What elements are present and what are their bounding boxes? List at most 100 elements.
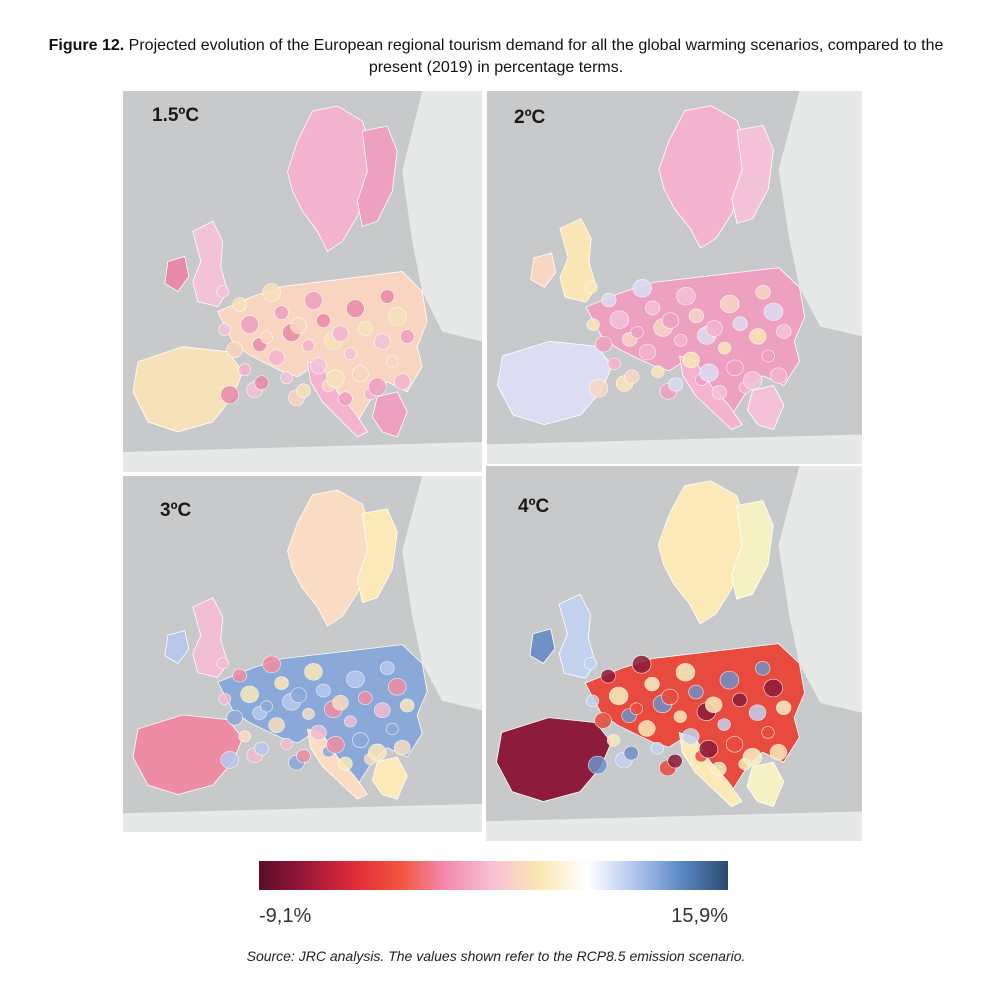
non-eu-land [486, 466, 862, 841]
color-scale-bar [259, 861, 728, 890]
region-cell [651, 365, 665, 378]
region-cell [260, 700, 273, 713]
region-cell [346, 299, 365, 318]
region-cell [218, 693, 231, 705]
region-cell [632, 279, 652, 298]
map-panel-3c: 3ºC [123, 476, 482, 832]
region-cell [316, 313, 331, 328]
region-area [746, 761, 785, 807]
region-cell [674, 334, 688, 347]
region-cell [650, 742, 664, 755]
region-cell [238, 363, 251, 377]
region-cell [368, 743, 387, 762]
region-cell [776, 324, 792, 339]
region-area [287, 105, 373, 253]
region-cell [688, 308, 704, 323]
region-cell [595, 336, 613, 353]
region-cell [310, 724, 327, 741]
region-cell [220, 385, 239, 405]
region-cell [688, 684, 704, 700]
region-cell [338, 391, 353, 407]
region-cell [302, 339, 315, 352]
region-cell [352, 732, 369, 748]
region-cell [748, 704, 767, 721]
source-note: Source: JRC analysis. The values shown r… [246, 948, 746, 964]
region-cell [238, 730, 251, 743]
region-cell [290, 687, 307, 703]
europe-map [123, 91, 482, 472]
region-cell [609, 310, 629, 329]
region-cell [717, 341, 732, 355]
region-cell [346, 670, 365, 689]
region-cell [374, 333, 391, 350]
legend-max-label: 15,9% [671, 905, 728, 927]
region-cell [749, 328, 767, 345]
region-cell [216, 285, 230, 298]
region-cell [676, 287, 696, 306]
region-area [371, 756, 408, 800]
region-cell [711, 385, 727, 400]
region-cell [385, 723, 399, 735]
region-cell [705, 696, 723, 714]
region-cell [274, 676, 289, 690]
region-cell [755, 661, 771, 676]
region-cell [387, 678, 407, 696]
region-cell [332, 694, 349, 711]
region-cell [262, 655, 281, 674]
region-area [658, 105, 748, 249]
region-cell [673, 710, 687, 723]
region-area [746, 385, 785, 431]
region-area [164, 630, 190, 664]
region-cell [368, 377, 387, 397]
region-cell [304, 663, 323, 681]
region-cell [393, 739, 411, 756]
region-cell [385, 355, 399, 369]
region-cell [732, 316, 748, 331]
region-cell [374, 702, 391, 718]
region-cell [302, 708, 315, 720]
region-cell [326, 369, 345, 389]
region-cell [601, 292, 617, 308]
region-cell [262, 283, 281, 302]
map-panel-2c: 2ºC [487, 91, 862, 464]
region-area [371, 391, 408, 438]
region-cell [240, 315, 259, 334]
region-cell [332, 325, 349, 342]
scenario-label: 2ºC [514, 107, 546, 128]
region-cell [216, 657, 230, 670]
region-cell [638, 343, 657, 361]
region-cell [761, 726, 775, 739]
region-cell [290, 317, 307, 334]
region-cell [698, 740, 719, 759]
region-cell [585, 694, 600, 708]
region-cell [776, 700, 792, 715]
region-cell [667, 377, 684, 392]
map-panel-1-5c: 1.5ºC [123, 91, 482, 472]
region-area [731, 124, 774, 225]
region-cell [667, 753, 683, 769]
region-cell [344, 715, 357, 728]
region-cell [742, 747, 763, 767]
region-cell [226, 709, 243, 726]
region-cell [644, 676, 660, 692]
region-cell [344, 347, 357, 361]
region-cell [583, 657, 598, 670]
region-cell [607, 357, 621, 371]
region-cell [280, 738, 293, 750]
region-area [356, 508, 398, 603]
region-cell [274, 305, 289, 320]
region-area [356, 125, 398, 227]
region-cell [624, 369, 640, 384]
region-cell [254, 741, 269, 756]
region-cell [296, 383, 311, 399]
region-cell [316, 683, 331, 698]
non-eu-land [487, 91, 862, 464]
region-cell [399, 698, 415, 713]
region-cell [600, 668, 616, 684]
region-cell [763, 678, 783, 698]
figure-label: Figure 12. [48, 37, 125, 54]
region-cell [699, 363, 719, 382]
scenario-label: 1.5ºC [152, 105, 200, 126]
region-cell [638, 720, 656, 737]
region-cell [296, 749, 311, 763]
